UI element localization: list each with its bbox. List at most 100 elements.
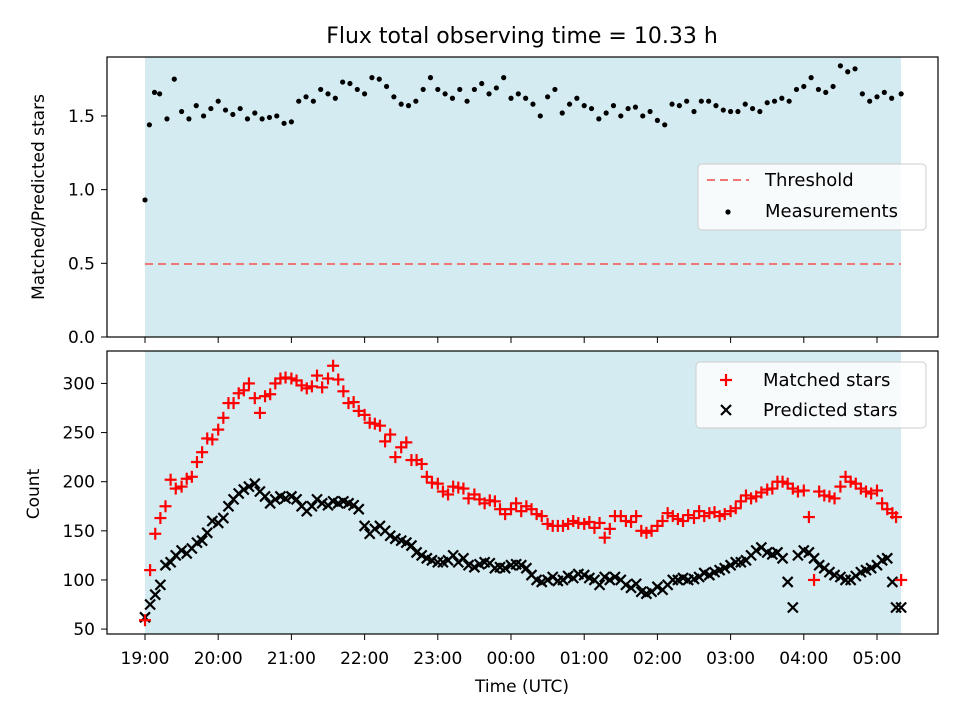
matched-star-point — [442, 488, 455, 501]
measurement-point — [647, 108, 653, 115]
predicted-star-point — [781, 576, 794, 588]
measurement-point — [347, 80, 353, 87]
matched-star-point — [640, 526, 653, 539]
matched-star-point — [556, 519, 569, 532]
measurement-point — [640, 113, 646, 119]
bottom-y-tick-label: 300 — [63, 374, 95, 394]
measurement-point — [771, 98, 778, 104]
measurement-point — [574, 95, 580, 101]
predicted-star-point — [164, 556, 177, 569]
measurement-point — [208, 105, 214, 112]
matched-star-point — [603, 522, 616, 535]
matched-star-point — [567, 514, 580, 527]
measurement-point — [508, 95, 514, 101]
bottom-y-tick-label: 100 — [63, 571, 95, 591]
measurement-point — [318, 86, 324, 93]
top-y-tick-label: 1.5 — [68, 107, 95, 127]
predicted-star-point — [776, 552, 789, 565]
measurement-point — [793, 86, 800, 93]
matched-star-point — [860, 485, 873, 498]
measurement-point — [237, 105, 243, 112]
measurement-point — [662, 122, 668, 128]
measurement-point — [618, 113, 624, 119]
matched-star-point — [264, 388, 277, 401]
measurement-point — [171, 76, 177, 82]
matched-star-point — [583, 515, 596, 528]
measurement-point — [537, 113, 543, 119]
matched-star-point — [834, 480, 847, 493]
x-tick-label: 00:00 — [487, 649, 536, 669]
bottom-y-ticks: 50 100 150 200 250 300 — [63, 374, 107, 640]
predicted-star-point — [352, 503, 365, 515]
top-y-tick-label: 1.0 — [68, 181, 95, 201]
measurement-point — [179, 108, 185, 115]
measurement-point — [464, 98, 470, 104]
measurement-point — [779, 95, 785, 101]
predicted-star-point — [609, 571, 621, 583]
bottom-y-tick-label: 200 — [63, 473, 95, 493]
measurement-point — [581, 103, 587, 109]
bottom-legend: Matched stars Predicted stars — [695, 361, 927, 429]
matched-star-point — [285, 372, 298, 385]
measurement-point — [625, 105, 631, 112]
matched-star-point — [305, 380, 318, 393]
predicted-star-point — [217, 512, 230, 524]
matched-star-point — [688, 512, 700, 525]
measurement-point — [398, 101, 404, 107]
matched-star-point — [185, 470, 198, 483]
matched-star-point — [206, 433, 219, 446]
predicted-star-point — [249, 477, 261, 490]
predicted-star-point — [718, 562, 731, 574]
matched-star-point — [729, 502, 742, 515]
bottom-axes-frame — [106, 350, 939, 635]
matched-star-point — [593, 516, 606, 529]
matched-star-point — [154, 512, 167, 525]
measurement-point — [874, 94, 880, 100]
matched-star-point — [797, 484, 810, 497]
measurement-point — [735, 108, 741, 115]
predicted-star-point — [149, 588, 162, 601]
measurement-point — [632, 104, 639, 110]
measurement-point — [362, 91, 368, 97]
matched-star-point — [415, 458, 428, 471]
measurement-point — [354, 86, 360, 93]
matched-star-point — [876, 497, 889, 510]
matched-star-point — [420, 470, 433, 483]
legend-measurements-swatch — [725, 209, 731, 215]
measurement-point — [303, 94, 309, 100]
predicted-star-point — [358, 520, 371, 532]
measurement-point — [325, 91, 331, 97]
measurement-point — [442, 91, 448, 97]
matched-star-point — [808, 573, 821, 586]
measurement-point — [801, 83, 807, 90]
matched-star-point — [541, 517, 554, 530]
x-ticks: 19:00 20:00 21:00 22:00 23:00 00:00 01:00 02:00… — [121, 337, 902, 669]
matched-star-point — [159, 500, 172, 513]
measurement-point — [808, 75, 814, 81]
measurement-point — [552, 86, 558, 93]
measurement-point — [852, 66, 858, 72]
matched-star-point — [164, 473, 177, 486]
legend-predicted-label: Predicted stars — [763, 400, 897, 421]
measurement-point — [757, 108, 763, 115]
measurement-point — [340, 79, 346, 85]
chart-title: Flux total observing time = 10.33 h — [326, 24, 718, 49]
measurement-point — [720, 107, 726, 113]
matched-star-point — [578, 517, 591, 530]
measurement-point — [449, 95, 456, 101]
measurement-point — [523, 95, 529, 101]
matched-star-point — [510, 497, 523, 510]
matched-star-point — [505, 503, 517, 516]
matched-star-point — [630, 510, 643, 523]
measurement-point — [222, 107, 229, 113]
matched-star-point — [373, 419, 386, 432]
measurement-point — [830, 83, 836, 90]
measurement-point — [684, 98, 690, 104]
matched-star-point — [217, 411, 230, 424]
measurement-point — [786, 98, 792, 104]
predicted-star-point — [895, 601, 907, 614]
x-tick-label: 21:00 — [267, 649, 316, 669]
measurement-point — [867, 98, 873, 104]
matched-star-point — [347, 396, 360, 409]
matched-star-point — [766, 482, 779, 495]
